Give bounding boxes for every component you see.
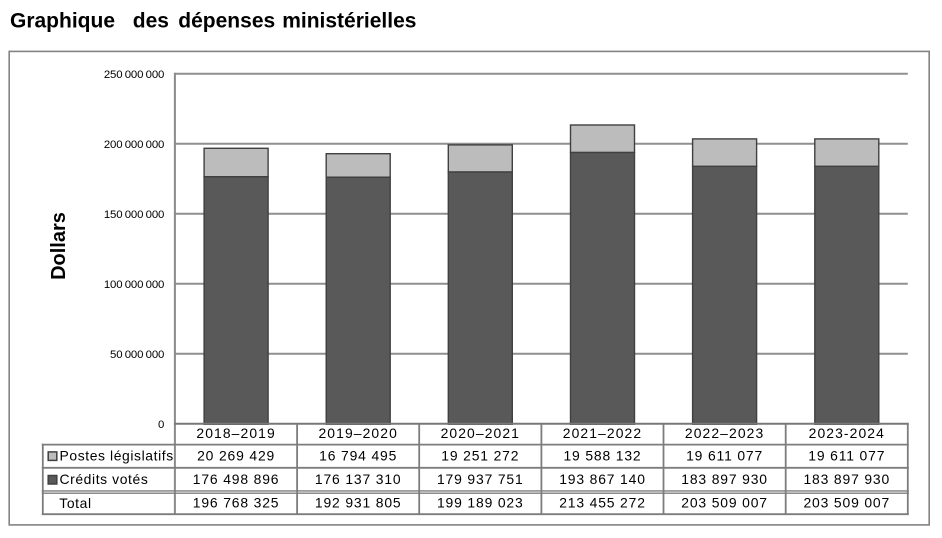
svg-text:193 867 140: 193 867 140 bbox=[559, 471, 646, 487]
svg-text:16 794 495: 16 794 495 bbox=[319, 447, 397, 463]
svg-text:203 509 007: 203 509 007 bbox=[681, 495, 768, 511]
svg-text:179 937 751: 179 937 751 bbox=[437, 471, 524, 487]
svg-text:2023-2024: 2023-2024 bbox=[809, 425, 885, 441]
svg-text:200 000 000: 200 000 000 bbox=[104, 139, 164, 151]
svg-text:Postes législatifs: Postes législatifs bbox=[60, 447, 174, 463]
svg-text:19 588 132: 19 588 132 bbox=[563, 447, 641, 463]
svg-text:2021–2022: 2021–2022 bbox=[563, 425, 642, 441]
svg-text:203 509 007: 203 509 007 bbox=[803, 495, 890, 511]
svg-text:213 455 272: 213 455 272 bbox=[559, 495, 646, 511]
svg-text:0: 0 bbox=[158, 419, 164, 431]
svg-text:19 611 077: 19 611 077 bbox=[686, 447, 763, 463]
svg-text:2022–2023: 2022–2023 bbox=[685, 425, 764, 441]
svg-text:196 768 325: 196 768 325 bbox=[193, 495, 280, 511]
svg-text:183 897 930: 183 897 930 bbox=[803, 471, 890, 487]
svg-text:Dollars: Dollars bbox=[48, 212, 70, 280]
svg-text:2019–2020: 2019–2020 bbox=[318, 425, 397, 441]
svg-text:19 611 077: 19 611 077 bbox=[808, 447, 885, 463]
svg-text:Crédits votés: Crédits votés bbox=[60, 471, 149, 487]
svg-text:176 498 896: 176 498 896 bbox=[193, 471, 280, 487]
svg-text:Total: Total bbox=[59, 495, 91, 511]
svg-text:150 000 000: 150 000 000 bbox=[104, 209, 164, 221]
svg-text:2018–2019: 2018–2019 bbox=[196, 425, 275, 441]
svg-text:183 897 930: 183 897 930 bbox=[681, 471, 768, 487]
svg-text:19 251 272: 19 251 272 bbox=[441, 447, 519, 463]
svg-text:250 000 000: 250 000 000 bbox=[104, 69, 164, 81]
svg-text:50 000 000: 50 000 000 bbox=[110, 349, 164, 361]
svg-text:2020–2021: 2020–2021 bbox=[441, 425, 520, 441]
svg-text:192 931 805: 192 931 805 bbox=[315, 495, 402, 511]
svg-text:199 189 023: 199 189 023 bbox=[437, 495, 524, 511]
svg-text:100 000 000: 100 000 000 bbox=[104, 279, 164, 291]
svg-text:176 137 310: 176 137 310 bbox=[315, 471, 402, 487]
svg-text:20 269 429: 20 269 429 bbox=[197, 447, 275, 463]
